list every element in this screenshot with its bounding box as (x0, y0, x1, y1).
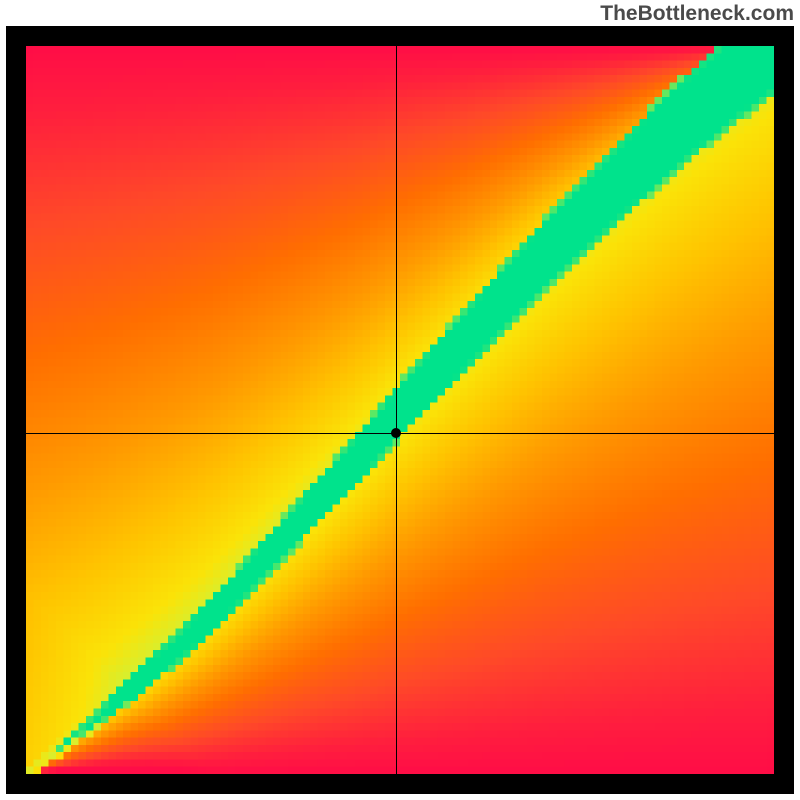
chart-root: { "watermark": { "text": "TheBottleneck.… (0, 0, 800, 800)
watermark-text: TheBottleneck.com (600, 0, 800, 26)
bottleneck-heatmap (26, 46, 774, 774)
crosshair-vertical (396, 46, 398, 774)
